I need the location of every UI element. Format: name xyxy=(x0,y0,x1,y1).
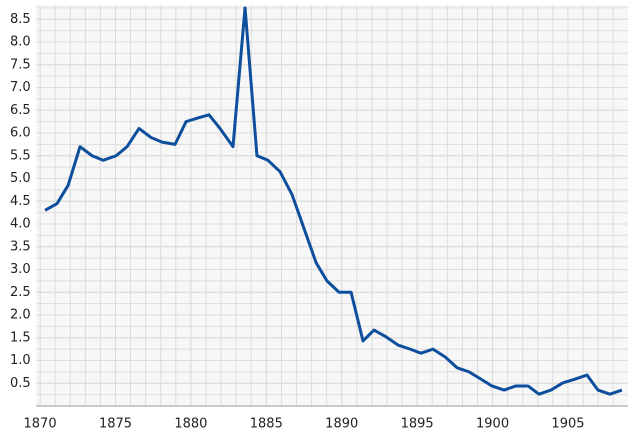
y-tick-label: 0.5 xyxy=(10,376,31,391)
y-tick-label: 7.0 xyxy=(10,80,31,95)
y-tick-label: 1.0 xyxy=(10,353,31,368)
y-tick-label: 4.0 xyxy=(10,217,31,232)
x-tick-label: 1885 xyxy=(250,417,283,432)
y-tick-label: 2.0 xyxy=(10,308,31,323)
x-tick-label: 1880 xyxy=(174,417,207,432)
y-tick-label: 5.5 xyxy=(10,148,31,163)
y-tick-label: 8.0 xyxy=(10,35,31,50)
y-tick-label: 3.0 xyxy=(10,262,31,277)
y-tick-label: 5.0 xyxy=(10,171,31,186)
x-tick-label: 1890 xyxy=(325,417,358,432)
data-line xyxy=(44,6,623,396)
y-tick-label: 8.5 xyxy=(10,12,31,27)
x-tick-label: 1895 xyxy=(401,417,434,432)
x-tick-label: 1905 xyxy=(551,417,584,432)
y-tick-label: 6.0 xyxy=(10,126,31,141)
x-tick-label: 1875 xyxy=(99,417,132,432)
y-tick-label: 4.5 xyxy=(10,194,31,209)
y-tick-label: 3.5 xyxy=(10,239,31,254)
plot-area xyxy=(36,5,628,406)
x-tick-label: 1900 xyxy=(476,417,509,432)
y-tick-label: 7.5 xyxy=(10,57,31,72)
x-tick-label: 1870 xyxy=(24,417,57,432)
y-tick-label: 2.5 xyxy=(10,285,31,300)
y-tick-label: 6.5 xyxy=(10,103,31,118)
y-tick-label: 1.5 xyxy=(10,330,31,345)
